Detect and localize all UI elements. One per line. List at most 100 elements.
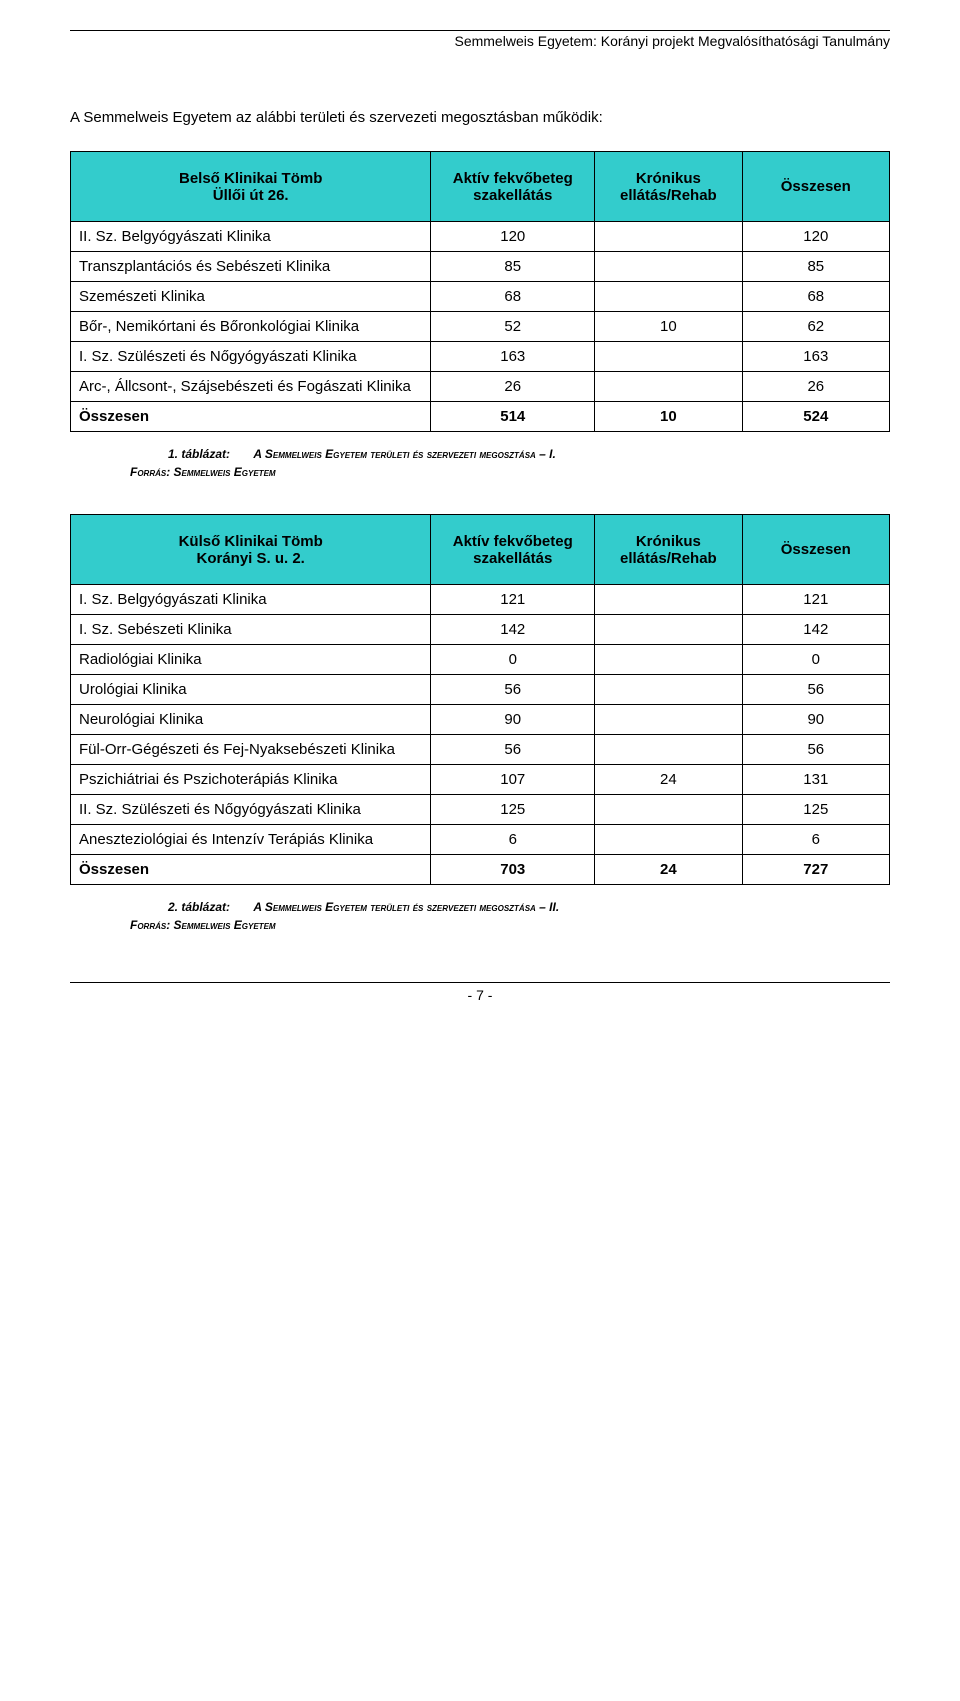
head-col2-line2: ellátás/Rehab — [620, 550, 717, 567]
cell-num: 142 — [431, 615, 595, 645]
table-row: II. Sz. Szülészeti és Nőgyógyászati Klin… — [71, 795, 890, 825]
table-2-body: I. Sz. Belgyógyászati Klinika 121 121 I.… — [71, 585, 890, 885]
table-2-caption: 2. táblázat: A Semmelweis Egyetem terüle… — [70, 900, 890, 914]
table-1-head-col0: Belső Klinikai Tömb Üllői út 26. — [71, 152, 431, 222]
table-2: Külső Klinikai Tömb Korányi S. u. 2. Akt… — [70, 514, 890, 885]
table-1-head-col2: Krónikus ellátás/Rehab — [595, 152, 742, 222]
head-col1-line1: Aktív fekvőbeteg — [453, 170, 573, 187]
head-col1-line1: Aktív fekvőbeteg — [453, 533, 573, 550]
caption-number: 2. táblázat: — [70, 900, 250, 914]
total-num: 727 — [742, 855, 889, 885]
head-col2-line2: ellátás/Rehab — [620, 187, 717, 204]
table-row: Aneszteziológiai és Intenzív Terápiás Kl… — [71, 825, 890, 855]
cell-num — [595, 222, 742, 252]
cell-num: 121 — [431, 585, 595, 615]
cell-num: 26 — [742, 372, 889, 402]
table-row: Radiológiai Klinika 0 0 — [71, 645, 890, 675]
cell-num — [595, 675, 742, 705]
table-2-total-row: Összesen 703 24 727 — [71, 855, 890, 885]
table-row: Bőr-, Nemikórtani és Bőronkológiai Klini… — [71, 312, 890, 342]
cell-label: II. Sz. Belgyógyászati Klinika — [71, 222, 431, 252]
table-row: Szemészeti Klinika 68 68 — [71, 282, 890, 312]
cell-num: 62 — [742, 312, 889, 342]
cell-num: 68 — [431, 282, 595, 312]
total-label: Összesen — [71, 402, 431, 432]
cell-num: 6 — [431, 825, 595, 855]
cell-num — [595, 585, 742, 615]
head-col2-line1: Krónikus — [636, 533, 701, 550]
cell-label: Pszichiátriai és Pszichoterápiás Klinika — [71, 765, 431, 795]
cell-num — [595, 825, 742, 855]
cell-num: 56 — [431, 675, 595, 705]
cell-num: 68 — [742, 282, 889, 312]
table-1-source: Forrás: Semmelweis Egyetem — [130, 465, 890, 479]
table-row: Neurológiai Klinika 90 90 — [71, 705, 890, 735]
table-row: I. Sz. Belgyógyászati Klinika 121 121 — [71, 585, 890, 615]
total-num: 10 — [595, 402, 742, 432]
cell-num: 121 — [742, 585, 889, 615]
table-2-header-row: Külső Klinikai Tömb Korányi S. u. 2. Akt… — [71, 515, 890, 585]
cell-num — [595, 795, 742, 825]
head-col2-line1: Krónikus — [636, 170, 701, 187]
cell-label: I. Sz. Belgyógyászati Klinika — [71, 585, 431, 615]
head-col0-line1: Belső Klinikai Tömb — [179, 170, 322, 187]
cell-num: 56 — [742, 675, 889, 705]
table-2-head-col1: Aktív fekvőbeteg szakellátás — [431, 515, 595, 585]
cell-label: Aneszteziológiai és Intenzív Terápiás Kl… — [71, 825, 431, 855]
table-1-total-row: Összesen 514 10 524 — [71, 402, 890, 432]
cell-num: 26 — [431, 372, 595, 402]
caption-number: 1. táblázat: — [70, 447, 250, 461]
cell-num — [595, 342, 742, 372]
cell-num: 52 — [431, 312, 595, 342]
cell-num: 90 — [742, 705, 889, 735]
cell-label: Arc-, Állcsont-, Szájsebészeti és Fogász… — [71, 372, 431, 402]
table-row: II. Sz. Belgyógyászati Klinika 120 120 — [71, 222, 890, 252]
table-row: I. Sz. Sebészeti Klinika 142 142 — [71, 615, 890, 645]
cell-label: II. Sz. Szülészeti és Nőgyógyászati Klin… — [71, 795, 431, 825]
cell-num — [595, 252, 742, 282]
cell-num: 6 — [742, 825, 889, 855]
cell-num: 120 — [742, 222, 889, 252]
cell-num: 125 — [431, 795, 595, 825]
head-col0-line2: Üllői út 26. — [213, 187, 289, 204]
total-num: 703 — [431, 855, 595, 885]
cell-label: Radiológiai Klinika — [71, 645, 431, 675]
cell-num: 10 — [595, 312, 742, 342]
total-num: 524 — [742, 402, 889, 432]
table-2-head-col2: Krónikus ellátás/Rehab — [595, 515, 742, 585]
total-label: Összesen — [71, 855, 431, 885]
cell-num: 131 — [742, 765, 889, 795]
table-2-head-col0: Külső Klinikai Tömb Korányi S. u. 2. — [71, 515, 431, 585]
table-2-source: Forrás: Semmelweis Egyetem — [130, 918, 890, 932]
table-row: Arc-, Állcsont-, Szájsebészeti és Fogász… — [71, 372, 890, 402]
total-num: 514 — [431, 402, 595, 432]
cell-num — [595, 372, 742, 402]
cell-label: Neurológiai Klinika — [71, 705, 431, 735]
cell-label: Fül-Orr-Gégészeti és Fej-Nyaksebészeti K… — [71, 735, 431, 765]
cell-label: I. Sz. Szülészeti és Nőgyógyászati Klini… — [71, 342, 431, 372]
total-num: 24 — [595, 855, 742, 885]
footer-rule — [70, 982, 890, 983]
head-col1-line2: szakellátás — [473, 550, 552, 567]
cell-num — [595, 282, 742, 312]
table-1: Belső Klinikai Tömb Üllői út 26. Aktív f… — [70, 151, 890, 432]
cell-num: 90 — [431, 705, 595, 735]
cell-label: Transzplantációs és Sebészeti Klinika — [71, 252, 431, 282]
cell-num: 24 — [595, 765, 742, 795]
intro-paragraph: A Semmelweis Egyetem az alábbi területi … — [70, 109, 890, 126]
table-row: Urológiai Klinika 56 56 — [71, 675, 890, 705]
page-number: - 7 - — [70, 987, 890, 1003]
cell-num: 163 — [431, 342, 595, 372]
cell-label: Szemészeti Klinika — [71, 282, 431, 312]
cell-num: 0 — [431, 645, 595, 675]
cell-num — [595, 615, 742, 645]
table-1-header-row: Belső Klinikai Tömb Üllői út 26. Aktív f… — [71, 152, 890, 222]
caption-title: A Semmelweis Egyetem területi és szervez… — [253, 900, 559, 914]
cell-num: 142 — [742, 615, 889, 645]
cell-label: Bőr-, Nemikórtani és Bőronkológiai Klini… — [71, 312, 431, 342]
head-col0-line1: Külső Klinikai Tömb — [179, 533, 323, 550]
header-rule — [70, 30, 890, 31]
cell-num: 163 — [742, 342, 889, 372]
cell-num: 0 — [742, 645, 889, 675]
page-container: Semmelweis Egyetem: Korányi projekt Megv… — [0, 0, 960, 1043]
